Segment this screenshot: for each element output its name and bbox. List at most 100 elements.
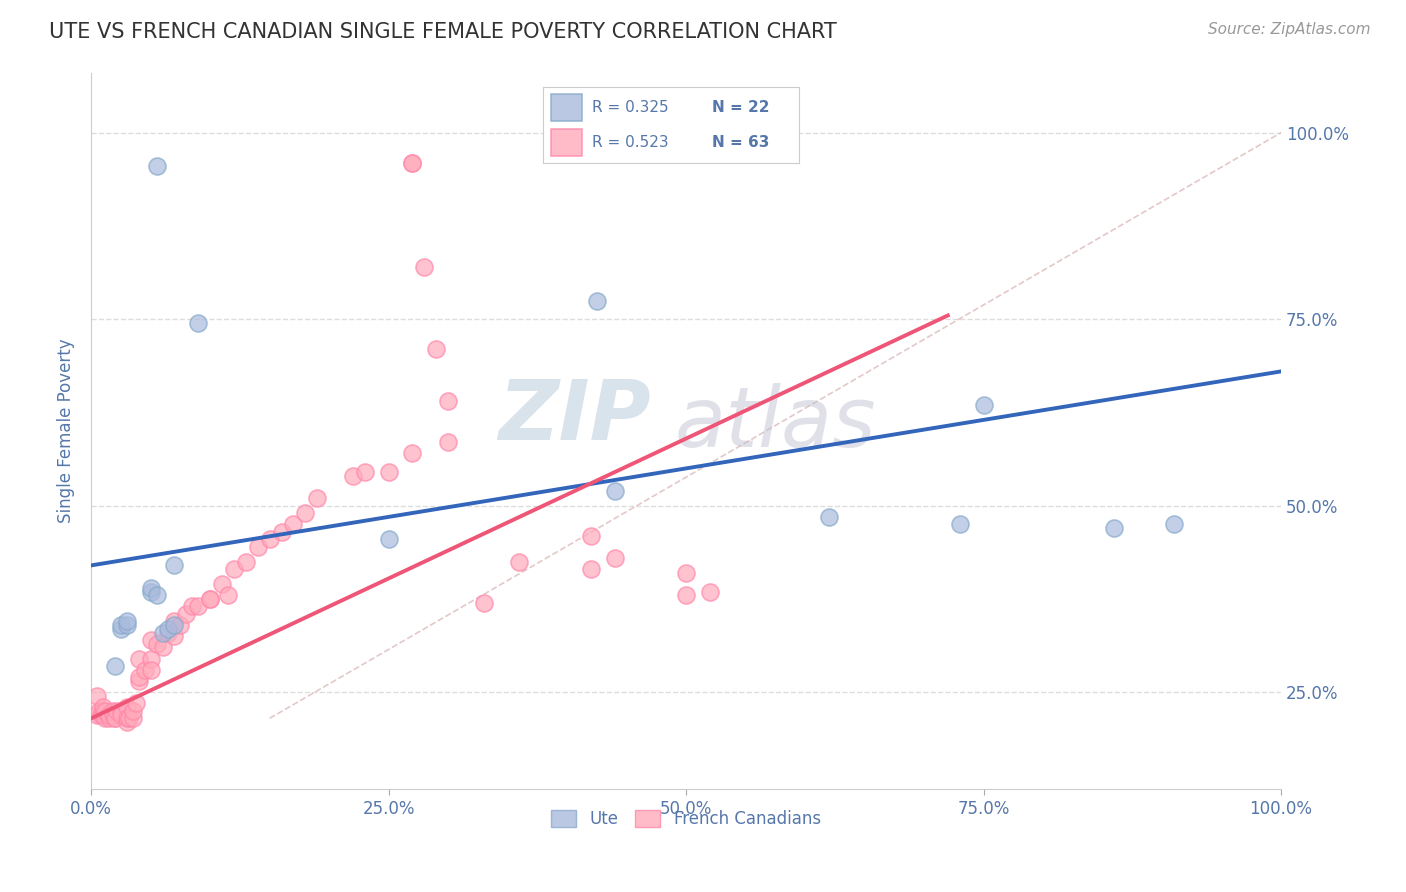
- Point: [163, 618, 186, 632]
- Point: [176, 607, 198, 621]
- Point: [110, 622, 132, 636]
- Point: [222, 562, 245, 576]
- Point: [1163, 517, 1185, 532]
- Point: [437, 394, 460, 409]
- Point: [377, 533, 399, 547]
- Point: [152, 625, 174, 640]
- Point: [307, 491, 329, 506]
- Point: [115, 714, 138, 729]
- Point: [91, 704, 114, 718]
- Point: [699, 584, 721, 599]
- Point: [139, 632, 162, 647]
- Point: [401, 446, 423, 460]
- Point: [128, 651, 150, 665]
- Point: [139, 584, 162, 599]
- Point: [401, 155, 423, 169]
- Point: [401, 155, 423, 169]
- Point: [94, 711, 117, 725]
- Point: [139, 581, 162, 595]
- Point: [145, 588, 167, 602]
- Point: [187, 316, 209, 330]
- Point: [198, 591, 221, 606]
- Point: [353, 465, 375, 479]
- Point: [157, 625, 180, 640]
- Legend: Ute, French Canadians: Ute, French Canadians: [544, 803, 828, 835]
- Point: [508, 555, 530, 569]
- Point: [94, 704, 117, 718]
- Point: [235, 555, 257, 569]
- Point: [472, 596, 495, 610]
- Point: [110, 618, 132, 632]
- Point: [603, 550, 626, 565]
- Point: [98, 711, 121, 725]
- Point: [134, 663, 156, 677]
- Point: [163, 629, 186, 643]
- Point: [101, 704, 124, 718]
- Point: [86, 707, 108, 722]
- Point: [98, 707, 121, 722]
- Point: [121, 711, 143, 725]
- Point: [246, 540, 269, 554]
- Point: [91, 704, 114, 718]
- Point: [973, 398, 995, 412]
- Point: [413, 260, 436, 274]
- Point: [110, 704, 132, 718]
- Point: [1104, 521, 1126, 535]
- Text: ZIP: ZIP: [498, 376, 651, 458]
- Point: [377, 465, 399, 479]
- Point: [101, 707, 124, 722]
- Point: [579, 562, 602, 576]
- Point: [585, 293, 607, 308]
- Point: [217, 588, 239, 602]
- Point: [104, 711, 127, 725]
- Point: [949, 517, 972, 532]
- Y-axis label: Single Female Poverty: Single Female Poverty: [58, 339, 75, 524]
- Point: [86, 689, 108, 703]
- Point: [211, 577, 233, 591]
- Point: [128, 670, 150, 684]
- Point: [437, 435, 460, 450]
- Point: [342, 468, 364, 483]
- Point: [91, 700, 114, 714]
- Point: [259, 533, 281, 547]
- Point: [157, 622, 180, 636]
- Point: [121, 704, 143, 718]
- Point: [181, 599, 204, 614]
- Point: [115, 618, 138, 632]
- Point: [128, 673, 150, 688]
- Point: [198, 591, 221, 606]
- Text: Source: ZipAtlas.com: Source: ZipAtlas.com: [1208, 22, 1371, 37]
- Point: [169, 618, 191, 632]
- Point: [105, 704, 128, 718]
- Point: [294, 506, 316, 520]
- Point: [115, 615, 138, 629]
- Text: UTE VS FRENCH CANADIAN SINGLE FEMALE POVERTY CORRELATION CHART: UTE VS FRENCH CANADIAN SINGLE FEMALE POV…: [49, 22, 837, 42]
- Point: [104, 711, 127, 725]
- Point: [675, 566, 697, 580]
- Point: [270, 524, 292, 539]
- Point: [817, 509, 839, 524]
- Point: [110, 707, 132, 722]
- Text: atlas: atlas: [673, 384, 876, 465]
- Point: [283, 517, 305, 532]
- Point: [579, 528, 602, 542]
- Point: [115, 700, 138, 714]
- Point: [163, 615, 186, 629]
- Point: [152, 640, 174, 655]
- Point: [145, 159, 167, 173]
- Point: [125, 697, 148, 711]
- Point: [91, 707, 114, 722]
- Point: [425, 342, 447, 356]
- Point: [163, 558, 186, 573]
- Point: [139, 651, 162, 665]
- Point: [115, 711, 138, 725]
- Point: [90, 707, 112, 722]
- Point: [139, 663, 162, 677]
- Point: [118, 711, 141, 725]
- Point: [104, 659, 127, 673]
- Point: [675, 588, 697, 602]
- Point: [145, 637, 167, 651]
- Point: [603, 483, 626, 498]
- Point: [187, 599, 209, 614]
- Point: [89, 704, 111, 718]
